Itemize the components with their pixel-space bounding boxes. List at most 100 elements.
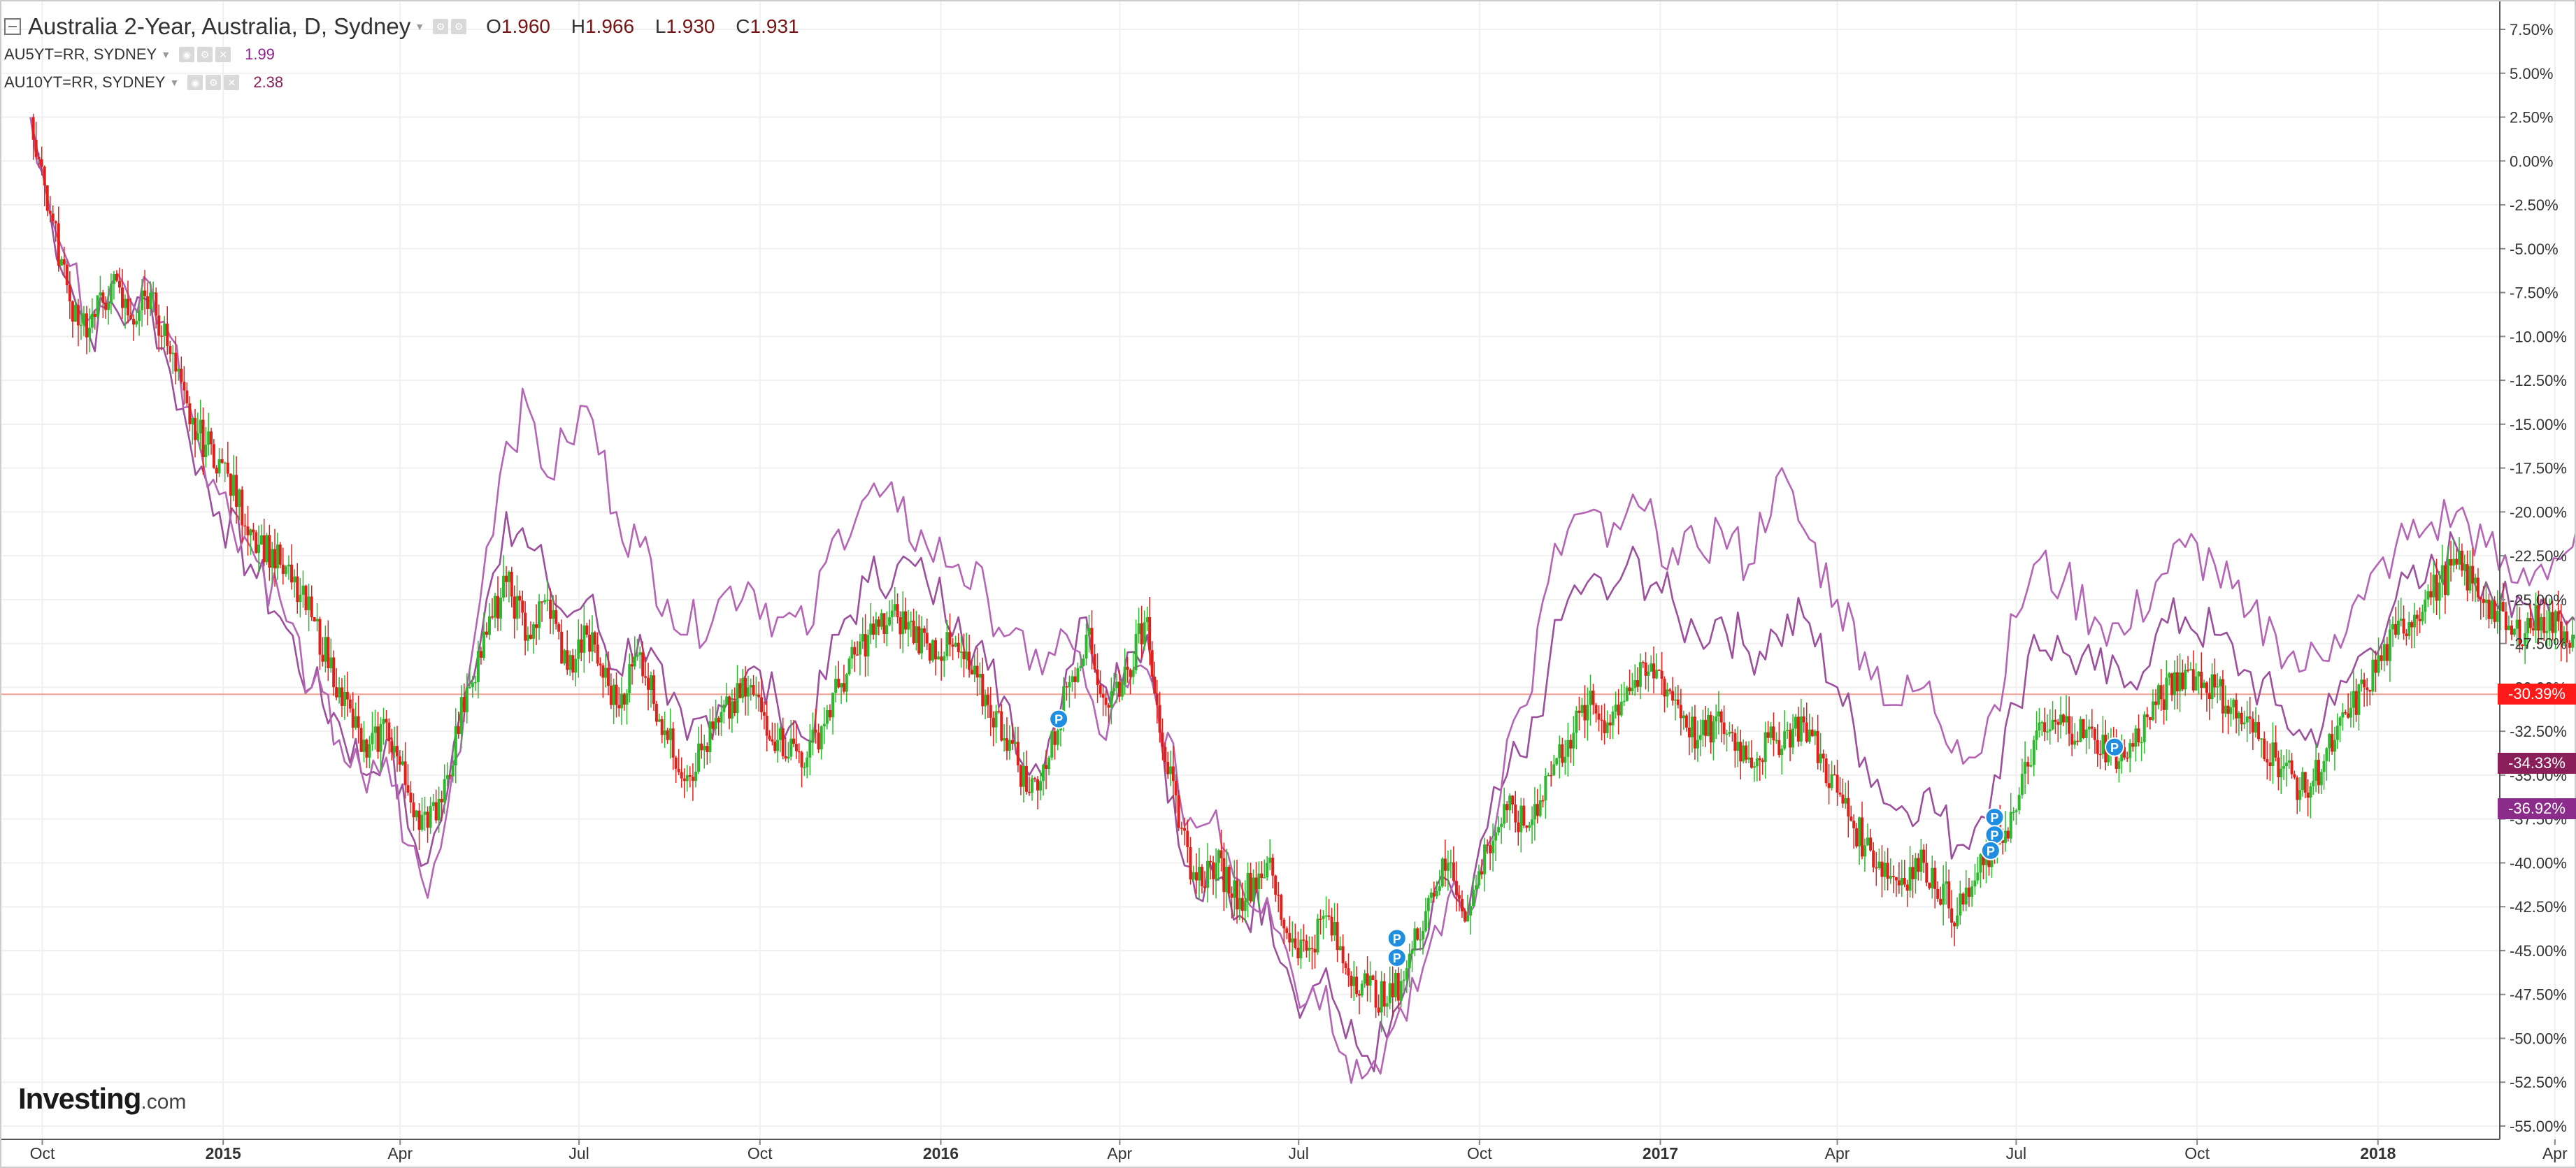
main-series-label[interactable]: Australia 2-Year, Australia, D, Sydney (28, 13, 411, 39)
candle-body (1402, 979, 1405, 981)
compare2-legend[interactable]: AU10YT=RR, SYDNEY ▼ ◉ ⚙ ✕ 2.38 (4, 69, 815, 96)
event-marker[interactable] (1049, 709, 1069, 729)
candle-body (2056, 721, 2060, 725)
candle-body (1777, 740, 1781, 756)
close-icon[interactable]: ✕ (215, 47, 231, 62)
candle-body (1903, 877, 1906, 885)
candle-body (252, 529, 255, 533)
compare1-legend[interactable]: AU5YT=RR, SYDNEY ▼ ◉ ⚙ ✕ 1.99 (4, 41, 815, 69)
candle-body (2070, 733, 2074, 745)
candle-body (1477, 871, 1481, 886)
candle-body (620, 693, 624, 709)
candle-body (2479, 597, 2482, 599)
candle-body (970, 670, 973, 675)
candle-body (354, 716, 357, 728)
candle-body (864, 634, 867, 657)
candle-body (2496, 610, 2499, 622)
candle-body (135, 321, 138, 325)
candle-body (1243, 900, 1247, 911)
candle-body (1810, 729, 1814, 737)
gear-icon[interactable]: ⚙ (451, 19, 467, 34)
candle-body (1894, 877, 1898, 881)
high-prefix: H (571, 15, 585, 37)
candle-body (1970, 886, 1974, 897)
candle-body (327, 637, 330, 668)
candle-body (194, 417, 197, 440)
candle-body (1082, 658, 1085, 666)
candle-body (1288, 932, 1291, 943)
event-marker[interactable] (1387, 928, 1407, 949)
compare1-label[interactable]: AU5YT=RR, SYDNEY (4, 45, 157, 63)
open-value: 1.960 (501, 15, 550, 37)
collapse-icon[interactable] (4, 18, 21, 35)
close-icon[interactable]: ✕ (224, 75, 240, 90)
candle-body (1701, 719, 1705, 735)
logo-suffix: .com (141, 1090, 187, 1113)
compare2-label[interactable]: AU10YT=RR, SYDNEY (4, 73, 166, 91)
event-marker[interactable] (1980, 840, 2001, 860)
au10yt-line (29, 117, 2576, 1084)
candle-body (2407, 622, 2411, 637)
candle-body (596, 644, 599, 664)
candle-body (241, 489, 244, 526)
candle-body (343, 691, 346, 706)
settings-icon[interactable]: ⚙ (433, 19, 449, 34)
candle-body (1324, 915, 1328, 917)
event-marker[interactable] (2105, 737, 2125, 757)
candle-body (1569, 740, 1573, 749)
candle-body (1352, 976, 1356, 986)
candle-body (1233, 880, 1236, 898)
x-tick-label: Oct (30, 1144, 55, 1162)
candle-body (1382, 981, 1386, 1007)
compare-series (29, 117, 2576, 1084)
candle-body (2251, 719, 2254, 733)
candle-body (1313, 949, 1317, 953)
candle-body (2210, 674, 2214, 700)
candle-body (1153, 676, 1157, 694)
candle-body (423, 812, 427, 815)
candle-body (984, 695, 987, 707)
candle-body (591, 632, 594, 652)
candle-body (1505, 804, 1509, 811)
candle-body (1466, 915, 1469, 922)
candle-body (1056, 730, 1059, 745)
candle-body (2429, 591, 2433, 598)
candle-body (515, 596, 519, 619)
candle-body (808, 741, 812, 758)
eye-icon[interactable]: ◉ (179, 47, 195, 62)
candle-body (191, 417, 194, 424)
chevron-down-icon[interactable]: ▼ (169, 77, 180, 88)
settings-icon[interactable]: ⚙ (206, 75, 222, 90)
candle-body (657, 719, 661, 722)
candle-body (2087, 726, 2091, 730)
candle-body (2048, 729, 2052, 732)
candle-body (1260, 873, 1264, 879)
candle-body (443, 779, 446, 802)
close-prefix: C (736, 15, 750, 37)
y-tick-label: -15.00% (2510, 416, 2567, 433)
candle-body (180, 368, 183, 382)
event-marker[interactable] (1387, 948, 1407, 968)
main-series-legend[interactable]: Australia 2-Year, Australia, D, Sydney ▼… (4, 13, 815, 41)
candle-body (293, 576, 296, 583)
candle-body (1657, 670, 1661, 671)
candle-body (2325, 748, 2328, 761)
candle-body (2312, 781, 2315, 786)
investing-logo[interactable]: Investing.com (18, 1082, 186, 1116)
settings-icon[interactable]: ⚙ (197, 47, 213, 62)
candle-body (912, 620, 915, 643)
chevron-down-icon[interactable]: ▼ (415, 21, 425, 32)
candle-body (628, 664, 631, 693)
x-tick-label: 2018 (2360, 1144, 2396, 1162)
eye-icon[interactable]: ◉ (187, 75, 203, 90)
candle-body (1872, 850, 1875, 867)
candle-body (2333, 740, 2336, 752)
candle-body (2096, 740, 2099, 754)
open-prefix: O (486, 15, 501, 37)
candle-body (604, 668, 608, 678)
chevron-down-icon[interactable]: ▼ (161, 49, 171, 60)
candle-body (1517, 822, 1520, 832)
